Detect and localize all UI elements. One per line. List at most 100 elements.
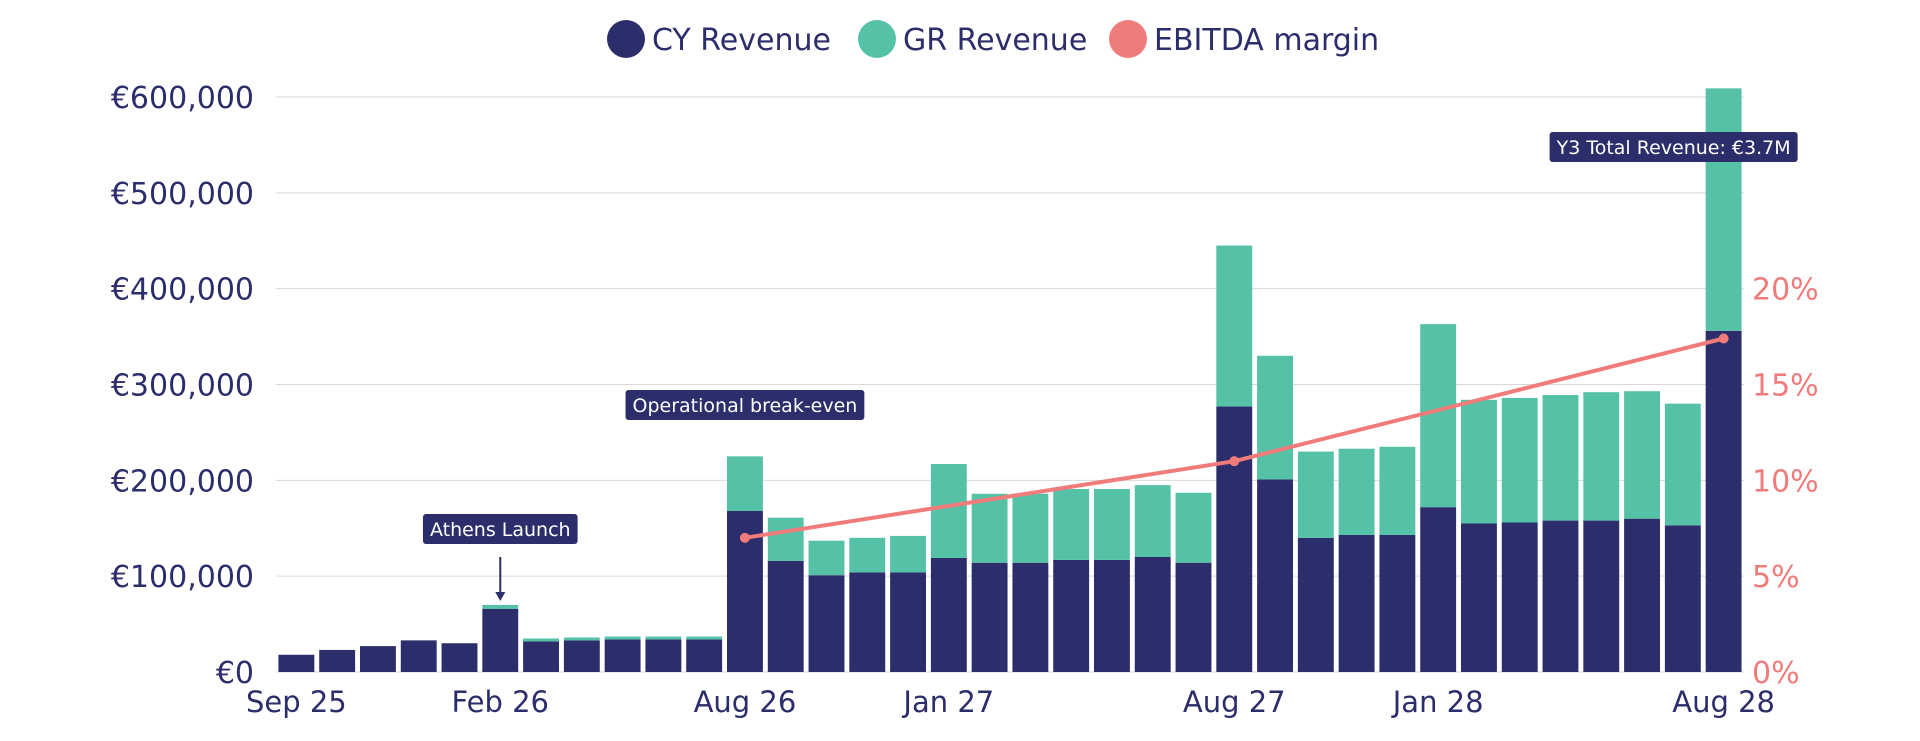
bar-gr-revenue[interactable]: [482, 604, 519, 609]
bar-gr-revenue[interactable]: [849, 537, 886, 573]
bar-cy-revenue[interactable]: [849, 572, 886, 672]
x-tick-label: Feb 26: [452, 685, 549, 719]
bar-gr-revenue[interactable]: [767, 517, 804, 561]
bar-gr-revenue[interactable]: [1420, 324, 1457, 508]
y-tick-label-right: 0%: [1752, 656, 1800, 691]
legend-swatch-cy-revenue: [607, 20, 645, 58]
bar-cy-revenue[interactable]: [1705, 330, 1742, 672]
bar-gr-revenue[interactable]: [1583, 392, 1620, 521]
legend-item-ebitda-margin[interactable]: EBITDA margin: [1109, 20, 1379, 58]
bar-cy-revenue[interactable]: [1134, 557, 1171, 672]
bar-gr-revenue[interactable]: [604, 636, 641, 640]
y-tick-label-right: 5%: [1752, 560, 1800, 595]
y-tick-label-right: 15%: [1752, 369, 1819, 404]
bar-cy-revenue[interactable]: [1257, 479, 1293, 672]
bar-cy-revenue[interactable]: [1053, 559, 1090, 672]
legend-item-gr-revenue[interactable]: GR Revenue: [858, 20, 1087, 58]
bar-gr-revenue[interactable]: [1012, 493, 1049, 563]
y-axis-left: €0 €100,000 €200,000 €300,000 €400,000 €500,0…: [111, 81, 254, 691]
y-tick-label-left: €600,000: [111, 81, 254, 116]
bar-gr-revenue[interactable]: [1542, 395, 1579, 521]
bars: [278, 88, 1742, 673]
bar-cy-revenue[interactable]: [482, 608, 519, 672]
bar-cy-revenue[interactable]: [604, 639, 641, 672]
bar-cy-revenue[interactable]: [1461, 523, 1497, 672]
bar-cy-revenue[interactable]: [1297, 537, 1334, 672]
bar-cy-revenue[interactable]: [1420, 507, 1457, 672]
bar-cy-revenue[interactable]: [1338, 534, 1375, 672]
bar-gr-revenue[interactable]: [1094, 488, 1130, 560]
bar-gr-revenue[interactable]: [1053, 488, 1090, 560]
bar-cy-revenue[interactable]: [1216, 406, 1253, 672]
bar-cy-revenue[interactable]: [441, 643, 478, 672]
bar-gr-revenue[interactable]: [645, 636, 682, 640]
bar-cy-revenue[interactable]: [319, 649, 356, 672]
bar-gr-revenue[interactable]: [563, 637, 600, 641]
legend-label-gr-revenue: GR Revenue: [903, 23, 1087, 58]
bar-cy-revenue[interactable]: [1583, 520, 1620, 672]
bar-cy-revenue[interactable]: [563, 640, 600, 672]
bar-cy-revenue[interactable]: [808, 575, 845, 672]
x-tick-label: Aug 27: [1183, 685, 1286, 719]
ebitda-point[interactable]: [1718, 333, 1729, 344]
ebitda-point[interactable]: [739, 532, 750, 543]
y-axis-right: 0% 5% 10% 15% 20%: [1752, 273, 1819, 691]
bar-cy-revenue[interactable]: [360, 646, 396, 672]
bar-cy-revenue[interactable]: [1501, 522, 1538, 673]
bar-gr-revenue[interactable]: [1175, 492, 1212, 563]
y-tick-label-left: €0: [216, 656, 254, 691]
bar-gr-revenue[interactable]: [727, 456, 763, 511]
ebitda-point[interactable]: [1229, 456, 1240, 467]
bar-cy-revenue[interactable]: [645, 639, 682, 672]
bar-gr-revenue[interactable]: [523, 638, 559, 642]
bar-cy-revenue[interactable]: [400, 640, 437, 672]
bar-gr-revenue[interactable]: [1257, 355, 1293, 480]
legend: CY Revenue GR Revenue EBITDA margin: [607, 20, 1379, 58]
bar-gr-revenue[interactable]: [1338, 448, 1375, 535]
y-tick-label-left: €300,000: [111, 369, 254, 404]
y-tick-label-left: €400,000: [111, 273, 254, 308]
bar-gr-revenue[interactable]: [1624, 391, 1660, 519]
bar-gr-revenue[interactable]: [971, 493, 1008, 563]
x-tick-label: Aug 26: [694, 685, 797, 719]
bar-gr-revenue[interactable]: [890, 535, 926, 573]
bar-cy-revenue[interactable]: [890, 572, 926, 672]
bar-gr-revenue[interactable]: [1379, 446, 1416, 535]
x-tick-label: Aug 28: [1672, 685, 1775, 719]
annotation-athens-launch: Athens Launch: [422, 514, 578, 544]
bar-cy-revenue[interactable]: [1094, 559, 1130, 672]
bar-gr-revenue[interactable]: [686, 636, 723, 640]
bar-gr-revenue[interactable]: [1501, 397, 1538, 523]
bar-gr-revenue[interactable]: [1461, 399, 1497, 524]
legend-label-cy-revenue: CY Revenue: [652, 23, 831, 58]
bar-gr-revenue[interactable]: [1664, 403, 1701, 526]
bar-gr-revenue[interactable]: [1705, 88, 1742, 331]
bar-gr-revenue[interactable]: [808, 540, 845, 576]
legend-swatch-gr-revenue: [858, 20, 896, 58]
bar-cy-revenue[interactable]: [523, 641, 559, 672]
bar-cy-revenue[interactable]: [930, 557, 967, 672]
bar-cy-revenue[interactable]: [767, 560, 804, 672]
y-tick-label-right: 20%: [1752, 273, 1819, 308]
legend-swatch-ebitda-margin: [1109, 20, 1147, 58]
bar-cy-revenue[interactable]: [1542, 520, 1579, 672]
bar-cy-revenue[interactable]: [278, 654, 315, 672]
bar-gr-revenue[interactable]: [1134, 485, 1171, 557]
bar-cy-revenue[interactable]: [686, 639, 723, 672]
legend-item-cy-revenue[interactable]: CY Revenue: [607, 20, 831, 58]
bar-cy-revenue[interactable]: [1175, 562, 1212, 672]
x-tick-label: Jan 28: [1391, 685, 1484, 719]
bar-cy-revenue[interactable]: [1379, 534, 1416, 672]
bar-cy-revenue[interactable]: [1664, 525, 1701, 672]
annotation-y3-total-text: Y3 Total Revenue: €3.7M: [1556, 137, 1791, 159]
bar-cy-revenue[interactable]: [1624, 518, 1660, 672]
y-tick-label-left: €200,000: [111, 464, 254, 499]
bar-gr-revenue[interactable]: [1216, 245, 1253, 407]
x-tick-label: Jan 27: [901, 685, 994, 719]
bar-gr-revenue[interactable]: [1297, 451, 1334, 538]
annotation-break-even: Operational break-even: [625, 390, 865, 420]
grid-lines: [276, 96, 1744, 673]
bar-cy-revenue[interactable]: [1012, 562, 1049, 672]
bar-cy-revenue[interactable]: [971, 562, 1008, 672]
bar-gr-revenue[interactable]: [930, 464, 967, 558]
